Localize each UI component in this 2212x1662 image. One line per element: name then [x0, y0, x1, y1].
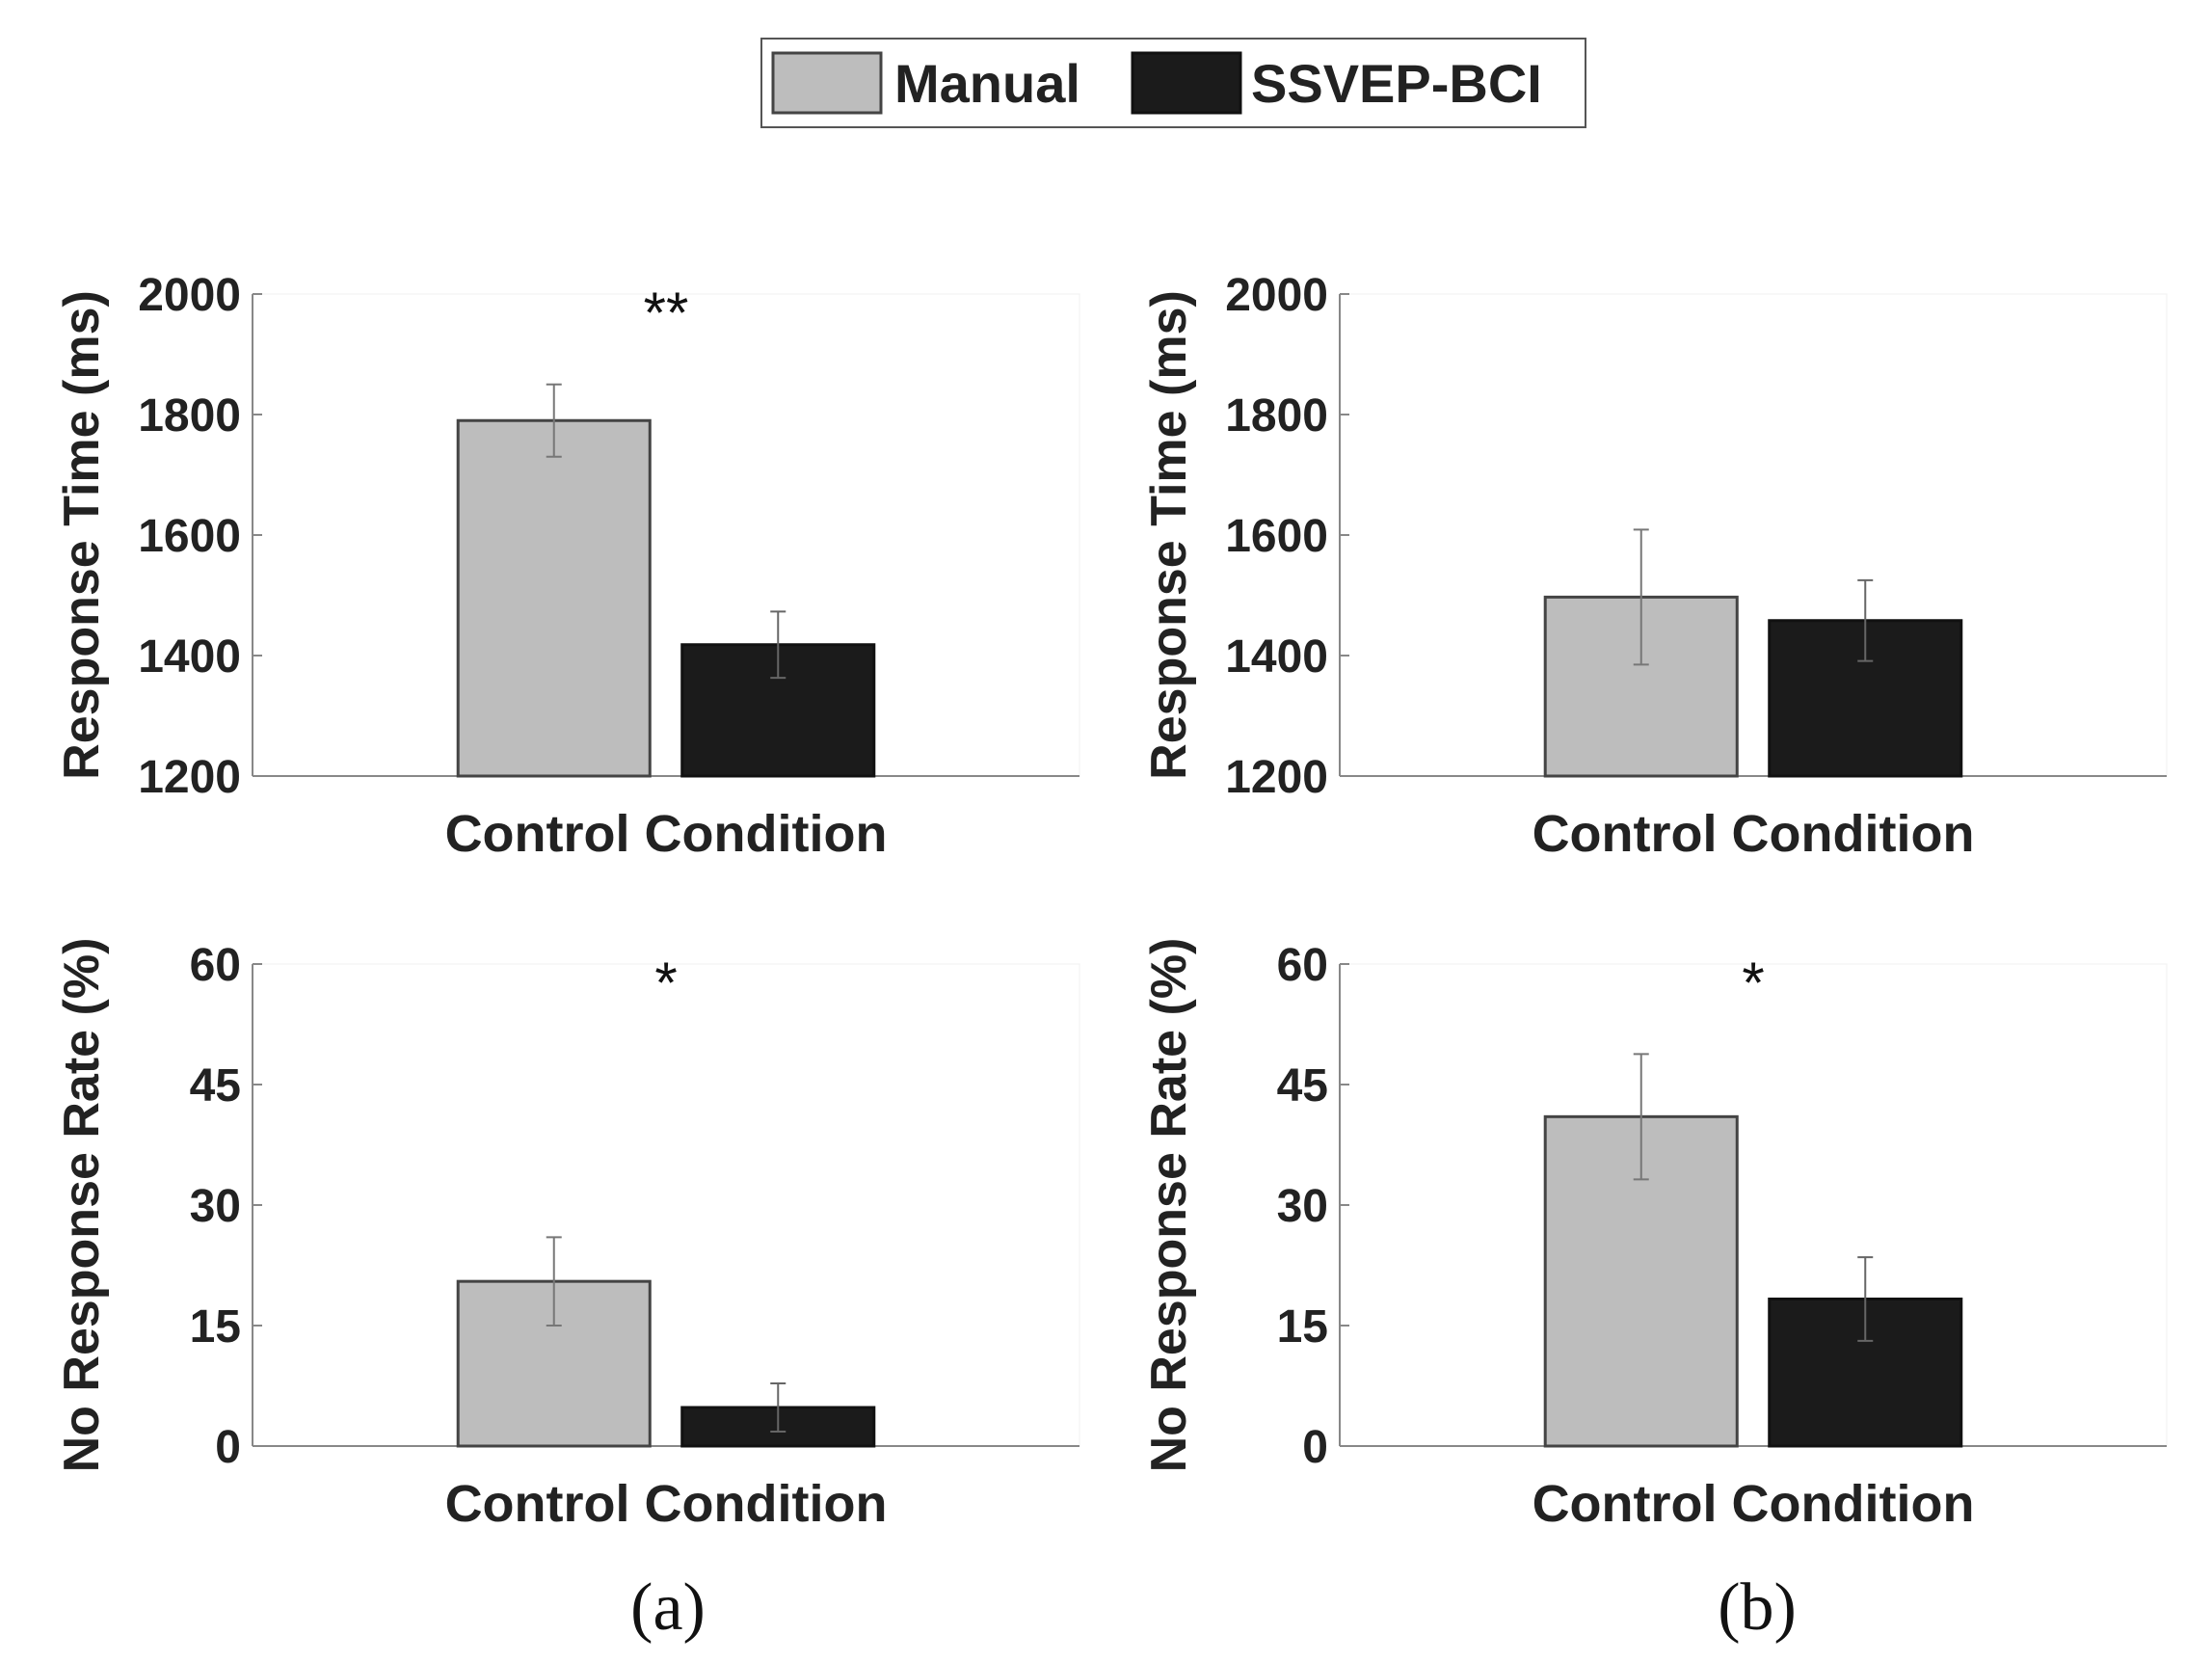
y-tick-label: 1400: [1225, 631, 1328, 683]
y-tick-label: 1200: [1225, 752, 1328, 803]
y-tick-label: 2000: [1225, 270, 1328, 321]
y-axis-label: Response Time (ms): [54, 290, 110, 780]
plot-area: [1339, 963, 2168, 1447]
legend-label-ssvep-bci: SSVEP-BCI: [1251, 53, 1542, 114]
x-axis-label: Control Condition: [1532, 1475, 1975, 1533]
chart-no-response-rate-a: 0 15 30 45 60 No Response Rate (%) Control Con…: [54, 938, 1080, 1533]
legend: Manual SSVEP-BCI: [760, 38, 1586, 128]
significance-marker: *: [654, 951, 677, 1015]
plot-area: [252, 293, 1080, 777]
y-axis-label: No Response Rate (%): [54, 938, 110, 1473]
y-axis-label: Response Time (ms): [1141, 290, 1197, 780]
y-tick-label: 0: [215, 1422, 241, 1473]
y-tick-label: 60: [190, 940, 241, 991]
y-tick-label: 1800: [138, 390, 241, 442]
bar-manual: [456, 418, 652, 778]
y-axis-label: No Response Rate (%): [1141, 938, 1197, 1473]
x-axis-label: Control Condition: [445, 805, 888, 863]
x-axis-label: Control Condition: [1532, 805, 1975, 863]
y-tick-label: 1800: [1225, 390, 1328, 442]
y-tick-label: 30: [1277, 1181, 1328, 1232]
chart-no-response-rate-b: 0 15 30 45 60 No Response Rate (%) Control Con…: [1141, 938, 2168, 1533]
y-tick-label: 1600: [138, 511, 241, 562]
y-tick-label: 2000: [138, 270, 241, 321]
y-tick-label: 60: [1277, 940, 1328, 991]
y-tick-label: 15: [190, 1301, 241, 1353]
y-tick-label: 15: [1277, 1301, 1328, 1353]
legend-label-manual: Manual: [894, 53, 1080, 114]
plot-area: [252, 963, 1080, 1447]
y-tick-label: 1400: [138, 631, 241, 683]
significance-marker: **: [644, 281, 689, 345]
significance-marker: *: [1742, 951, 1764, 1015]
panel-label-b: (b): [1718, 1570, 1797, 1645]
y-tick-label: 1200: [138, 752, 241, 803]
y-tick-label: 1600: [1225, 511, 1328, 562]
chart-response-time-a: 1200 1400 1600 1800 2000 Response Time (ms) Co…: [54, 270, 1080, 863]
y-tick-label: 30: [190, 1181, 241, 1232]
y-tick-label: 45: [1277, 1060, 1328, 1112]
panel-label-a: (a): [630, 1570, 706, 1645]
legend-swatch-manual: [771, 51, 883, 115]
y-tick-label: 0: [1302, 1422, 1328, 1473]
chart-response-time-b: 1200 1400 1600 1800 2000 Response Time (ms) Co…: [1141, 270, 2168, 863]
y-tick-label: 45: [190, 1060, 241, 1112]
plot-area: [1339, 293, 2168, 777]
x-axis-label: Control Condition: [445, 1475, 888, 1533]
legend-swatch-ssvep-bci: [1131, 51, 1242, 115]
